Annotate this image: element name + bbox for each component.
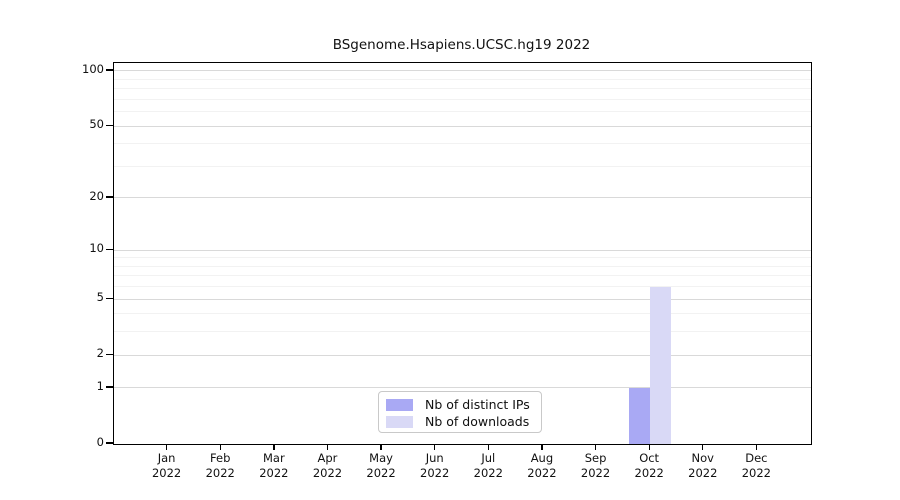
bar-oct-downloads bbox=[650, 286, 672, 444]
legend-swatch-distinct-ips bbox=[386, 398, 413, 411]
chart-title: BSgenome.Hsapiens.UCSC.hg19 2022 bbox=[332, 37, 591, 53]
gridline-minor-4 bbox=[114, 313, 811, 315]
x-tick-jul bbox=[487, 444, 489, 451]
x-tick-apr bbox=[326, 444, 329, 451]
x-tick-label-oct: Oct 2022 bbox=[634, 451, 664, 480]
legend-swatch-downloads bbox=[386, 415, 413, 428]
gridline-major-20 bbox=[114, 197, 811, 199]
gridline-minor-60 bbox=[114, 111, 811, 113]
gridline-minor-80 bbox=[114, 88, 811, 90]
gridline-major-100 bbox=[114, 70, 811, 72]
gridline-minor-40 bbox=[114, 143, 811, 145]
x-tick-label-may: May 2022 bbox=[366, 451, 396, 480]
x-tick-label-apr: Apr 2022 bbox=[312, 451, 343, 480]
x-tick-oct bbox=[648, 444, 650, 451]
gridline-minor-90 bbox=[114, 78, 811, 80]
gridline-minor-70 bbox=[114, 98, 811, 100]
y-tick-10 bbox=[106, 248, 113, 250]
x-tick-feb bbox=[219, 444, 221, 451]
y-tick-2 bbox=[106, 353, 113, 355]
x-tick-jan bbox=[166, 444, 168, 451]
y-tick-5 bbox=[106, 297, 113, 299]
legend: Nb of distinct IPs Nb of downloads bbox=[378, 391, 542, 433]
x-tick-label-aug: Aug 2022 bbox=[527, 451, 557, 480]
gridline-major-2 bbox=[114, 354, 811, 356]
x-tick-jun bbox=[434, 444, 436, 451]
y-tick-label-0: 0 bbox=[96, 435, 104, 449]
gridline-major-1 bbox=[114, 387, 811, 389]
x-tick-nov bbox=[702, 444, 704, 451]
y-tick-label-50: 50 bbox=[89, 117, 104, 132]
y-tick-label-10: 10 bbox=[89, 241, 104, 256]
x-tick-may bbox=[380, 444, 382, 451]
y-tick-label-2: 2 bbox=[96, 346, 104, 361]
legend-item-downloads: Nb of downloads bbox=[386, 413, 541, 430]
x-tick-dec bbox=[755, 444, 758, 451]
x-tick-aug bbox=[541, 444, 543, 451]
y-tick-label-100: 100 bbox=[82, 61, 104, 76]
x-tick-label-mar: Mar 2022 bbox=[259, 451, 289, 480]
gridline-minor-30 bbox=[114, 165, 811, 167]
gridline-minor-7 bbox=[114, 275, 811, 277]
gridline-minor-3 bbox=[114, 331, 811, 333]
gridline-minor-6 bbox=[114, 286, 811, 288]
y-tick-label-1: 1 bbox=[96, 378, 104, 393]
x-tick-label-jun: Jun 2022 bbox=[420, 451, 450, 480]
gridline-major-50 bbox=[114, 125, 811, 127]
plot-area bbox=[113, 62, 812, 445]
x-tick-label-jan: Jan 2022 bbox=[151, 451, 182, 480]
bar-oct-distinct-ips bbox=[629, 387, 651, 444]
x-tick-label-sep: Sep 2022 bbox=[580, 451, 611, 480]
y-tick-1 bbox=[106, 386, 113, 388]
gridline-minor-9 bbox=[114, 257, 811, 259]
x-tick-label-nov: Nov 2022 bbox=[688, 451, 718, 480]
x-tick-mar bbox=[273, 444, 275, 451]
gridline-major-5 bbox=[114, 298, 811, 300]
legend-item-distinct-ips: Nb of distinct IPs bbox=[386, 396, 541, 413]
x-tick-label-jul: Jul 2022 bbox=[473, 451, 503, 480]
y-tick-label-20: 20 bbox=[89, 188, 104, 203]
gridline-major-10 bbox=[114, 249, 811, 251]
y-tick-50 bbox=[106, 124, 113, 126]
y-tick-100 bbox=[106, 69, 113, 71]
x-tick-label-dec: Dec 2022 bbox=[741, 451, 772, 480]
gridline-minor-8 bbox=[114, 265, 811, 267]
legend-label-distinct-ips: Nb of distinct IPs bbox=[425, 397, 530, 412]
x-tick-label-feb: Feb 2022 bbox=[205, 451, 235, 480]
y-tick-20 bbox=[106, 196, 113, 198]
y-tick-0 bbox=[106, 442, 113, 444]
y-tick-label-5: 5 bbox=[96, 290, 104, 305]
x-tick-sep bbox=[594, 444, 597, 451]
legend-label-downloads: Nb of downloads bbox=[425, 414, 530, 429]
